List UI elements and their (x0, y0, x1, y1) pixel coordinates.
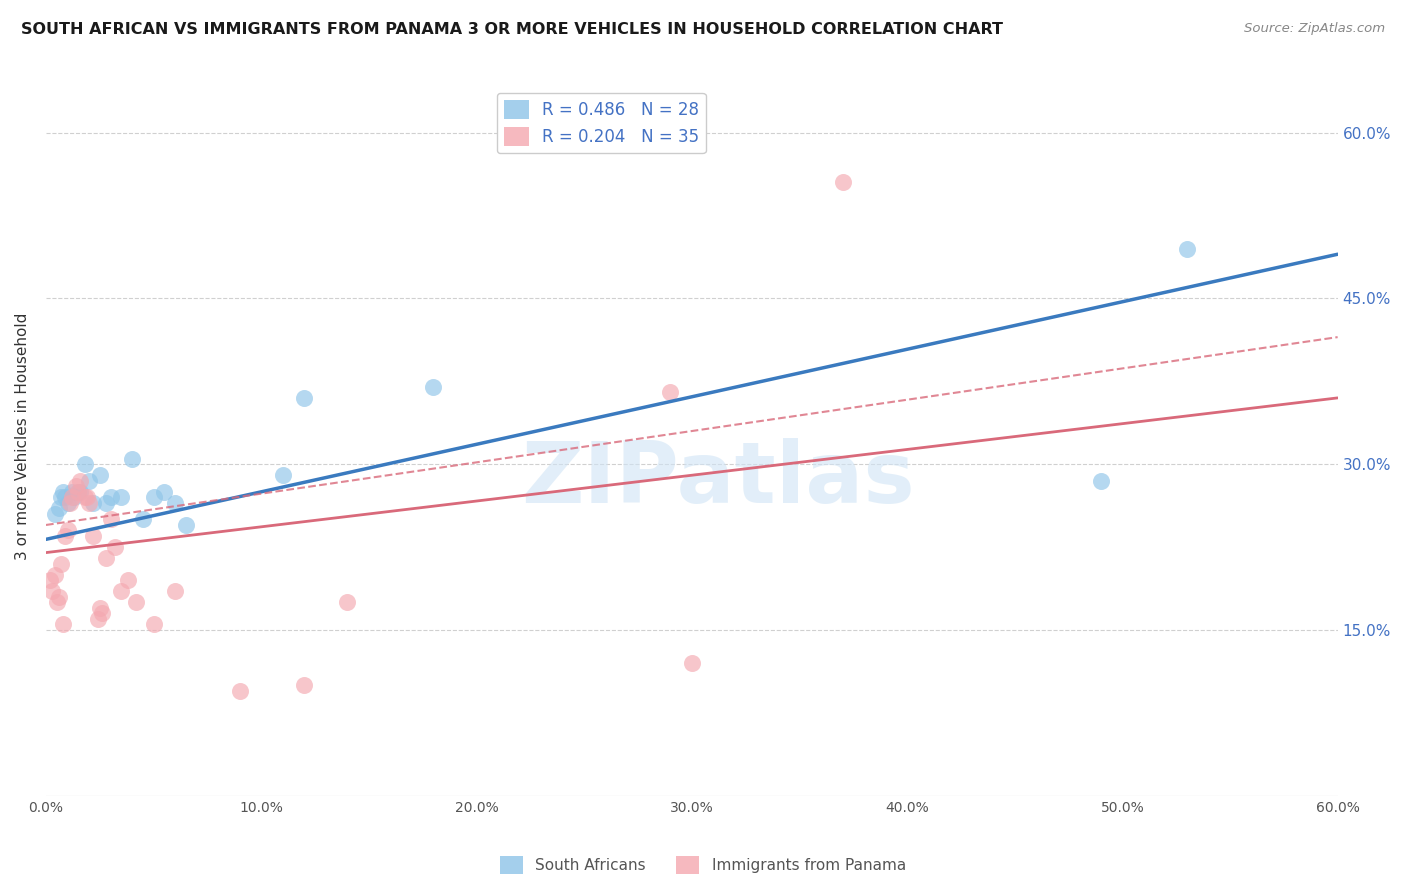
Point (48, 590, 70, 604)
Text: SOUTH AFRICAN VS IMMIGRANTS FROM PANAMA 3 OR MORE VEHICLES IN HOUSEHOLD CORRELAT: SOUTH AFRICAN VS IMMIGRANTS FROM PANAMA … (21, 22, 1002, 37)
Point (1175, 242, 1198, 256)
Point (831, 176, 853, 190)
Point (63, 491, 86, 505)
Point (1090, 474, 1112, 488)
Point (165, 496, 187, 510)
Point (60, 491, 83, 505)
Point (104, 540, 127, 554)
Point (39, 573, 62, 587)
Point (91, 607, 114, 621)
Legend: South Africans, Immigrants from Panama: South Africans, Immigrants from Panama (494, 850, 912, 880)
Text: Source: ZipAtlas.com: Source: ZipAtlas.com (1244, 22, 1385, 36)
Point (56, 496, 79, 510)
Point (174, 518, 197, 533)
Point (110, 584, 132, 599)
Point (422, 380, 444, 394)
Point (292, 391, 315, 405)
Point (48, 501, 70, 516)
Point (67, 484, 90, 499)
Point (125, 595, 148, 609)
Point (142, 617, 165, 632)
Point (82, 496, 104, 510)
Point (76, 491, 98, 505)
Point (49, 491, 72, 505)
Point (41, 584, 63, 599)
Point (142, 491, 165, 505)
Point (44, 507, 66, 521)
Point (73, 491, 96, 505)
Point (69, 474, 91, 488)
Point (96, 496, 118, 510)
Point (336, 595, 359, 609)
Point (228, 683, 250, 698)
Point (69, 484, 91, 499)
Point (86, 612, 108, 626)
Point (110, 491, 132, 505)
Point (53, 491, 76, 505)
Point (132, 512, 155, 526)
Point (60, 484, 83, 499)
Point (96, 551, 118, 566)
Point (59, 496, 82, 510)
Point (89, 468, 111, 483)
Point (82, 529, 104, 543)
Point (45, 595, 67, 609)
Point (89, 600, 111, 615)
Point (681, 656, 703, 670)
Point (77, 496, 100, 510)
Point (271, 468, 294, 483)
Point (65, 479, 87, 493)
Point (100, 491, 122, 505)
Point (67, 484, 90, 499)
Point (117, 573, 139, 587)
Point (56, 524, 79, 538)
Point (165, 584, 187, 599)
Point (292, 678, 315, 692)
Point (73, 457, 96, 471)
Point (52, 617, 75, 632)
Point (659, 385, 682, 400)
Point (153, 484, 176, 499)
Y-axis label: 3 or more Vehicles in Household: 3 or more Vehicles in Household (15, 313, 30, 560)
Legend: R = 0.486   N = 28, R = 0.204   N = 35: R = 0.486 N = 28, R = 0.204 N = 35 (496, 93, 706, 153)
Point (100, 512, 122, 526)
Text: ZIPatlas: ZIPatlas (520, 438, 914, 521)
Point (52, 484, 75, 499)
Point (49, 557, 72, 571)
Point (121, 451, 143, 466)
Point (77, 474, 100, 488)
Point (53, 529, 76, 543)
Point (44, 567, 66, 582)
